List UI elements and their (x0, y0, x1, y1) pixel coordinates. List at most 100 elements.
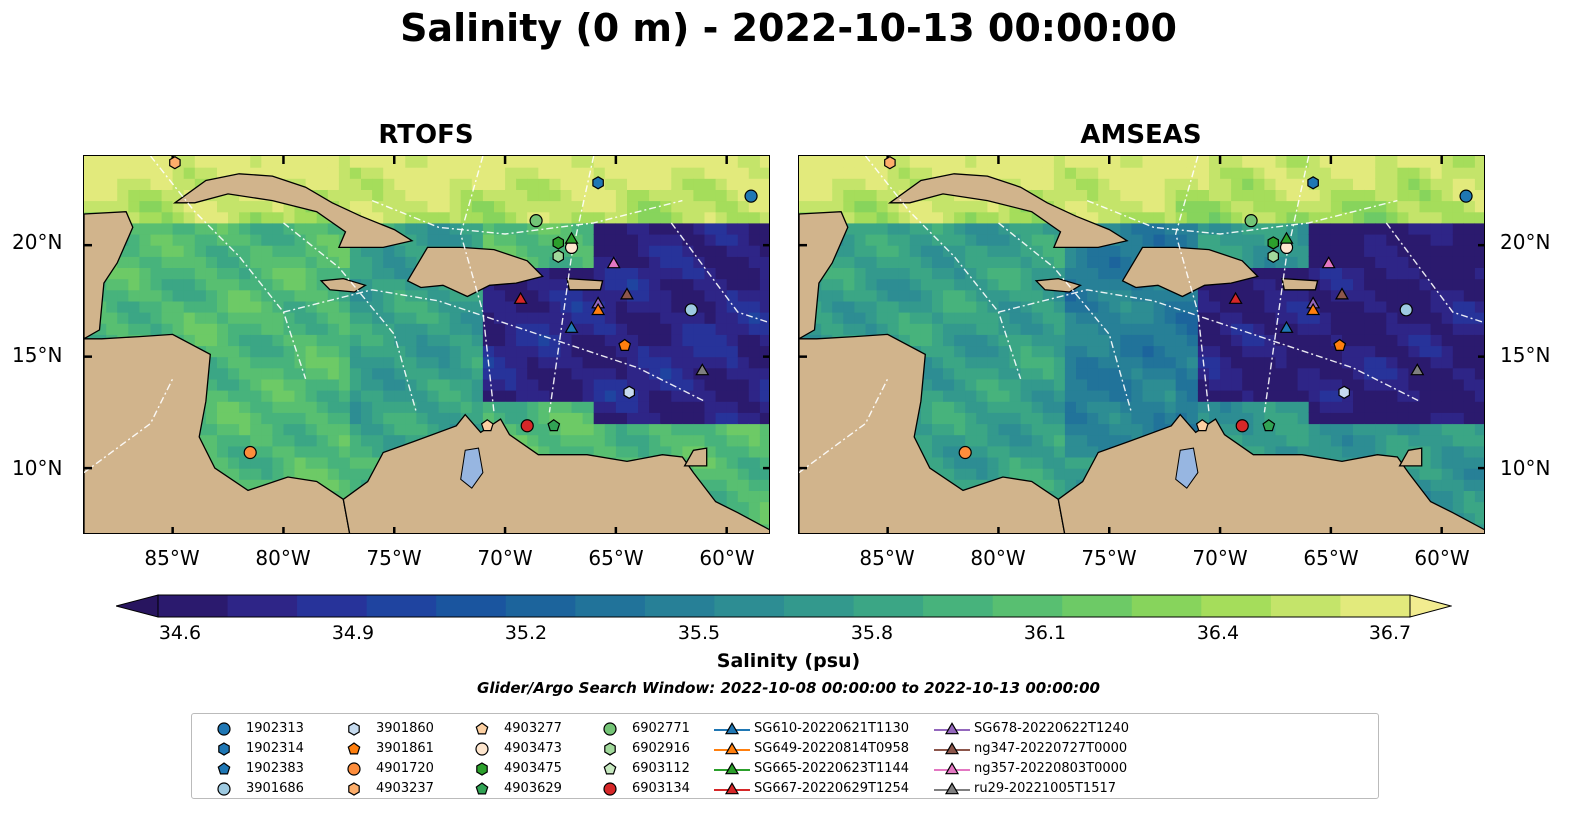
obs-marker-3901861 (1333, 338, 1347, 351)
land-cuba (172, 173, 414, 249)
obs-marker-ng357-20220803t0000 (1321, 256, 1336, 269)
colorbar-segment (992, 595, 1063, 617)
lat-label-20n-right: 20°N (1500, 230, 1551, 254)
eez-boundary (283, 289, 705, 402)
figure-title: Salinity (0 m) - 2022-10-13 00:00:00 (400, 6, 1177, 50)
obs-marker-ng347-20220727t0000 (1334, 287, 1349, 300)
obs-marker-1902314 (1307, 176, 1319, 190)
land-cuba (887, 173, 1129, 249)
legend-marker (218, 742, 230, 756)
amseas-map (798, 155, 1485, 534)
obs-marker-3901861 (618, 338, 632, 351)
legend-marker (944, 782, 960, 795)
legend-label: 4903277 (504, 721, 562, 736)
colorbar-tick-358: 35.8 (850, 622, 894, 644)
legend-label: 4903629 (504, 781, 562, 796)
legend-marker (724, 722, 740, 735)
obs-marker-sg665-20220623t1144 (1279, 231, 1294, 244)
legend-label: 4903473 (504, 741, 562, 756)
colorbar-segment (1062, 595, 1133, 617)
obs-marker-4901720 (243, 445, 257, 460)
colorbar-tick-367: 36.7 (1368, 622, 1412, 644)
land-yucatan (84, 211, 134, 340)
eez-boundary (1086, 199, 1398, 235)
eez-boundary (1263, 156, 1310, 413)
legend-marker (944, 742, 960, 755)
legend-label: 3901686 (246, 781, 304, 796)
obs-marker-4903629 (547, 419, 561, 432)
obs-marker-4903475 (552, 236, 564, 250)
circle-icon (217, 782, 231, 796)
colorbar-outline (157, 594, 1411, 618)
colorbar-segment (644, 595, 716, 617)
obs-marker-4903277 (480, 419, 494, 432)
legend-label: SG667-20220629T1254 (754, 781, 910, 796)
colorbar-segment (1270, 595, 1342, 617)
colorbar-segment (1340, 595, 1411, 617)
eez-boundary (1174, 156, 1210, 413)
colorbar-segment (784, 595, 855, 617)
search-window-note: Glider/Argo Search Window: 2022-10-08 00… (477, 679, 1100, 697)
legend-label: 3901861 (376, 741, 434, 756)
legend-marker (724, 782, 740, 795)
obs-marker-3901686 (1399, 303, 1413, 317)
colorbar-segment (575, 595, 646, 617)
colorbar-segment (297, 595, 368, 617)
land-southam (1057, 413, 1484, 533)
eez-boundary (864, 156, 1022, 380)
hexagon-icon (348, 722, 360, 736)
obs-marker-3901686 (684, 303, 698, 317)
legend-label: SG665-20220623T1144 (754, 761, 910, 776)
colorbar-segment (853, 595, 924, 617)
legend-label: 3901860 (376, 721, 434, 736)
legend-label: 4903237 (376, 781, 434, 796)
legend-label: 4903475 (504, 761, 562, 776)
legend-label: 1902383 (246, 761, 304, 776)
obs-marker-sg610-20220621t1130 (1279, 320, 1294, 333)
land-jamaica (319, 277, 367, 293)
lake-maracaibo (460, 447, 484, 489)
lon-label-75w-left: 75°W (366, 546, 422, 570)
obs-marker-ru29-20221005t1517 (695, 363, 710, 376)
lat-label-15n-left: 15°N (12, 343, 63, 367)
circle-icon (603, 722, 617, 736)
lon-label-65w-left: 65°W (588, 546, 644, 570)
legend-label: 6902771 (632, 721, 690, 736)
legend-label: ng347-20220727T0000 (974, 741, 1128, 756)
lon-label-75w-right: 75°W (1081, 546, 1137, 570)
lat-label-20n-left: 20°N (12, 230, 63, 254)
triangle-icon (934, 782, 970, 795)
colorbar-segment (158, 595, 229, 617)
lon-label-60w-right: 60°W (1414, 546, 1470, 570)
lat-label-10n-right: 10°N (1500, 456, 1551, 480)
hexagon-icon (348, 782, 360, 796)
land-puerto-rico (1281, 277, 1319, 291)
panel-title-amseas: AMSEAS (1080, 120, 1202, 150)
legend-marker (724, 762, 740, 775)
colorbar-tick-349: 34.9 (331, 622, 375, 644)
triangle-icon (714, 742, 750, 755)
obs-marker-ru29-20221005t1517 (1410, 363, 1425, 376)
lon-label-85w-left: 85°W (144, 546, 200, 570)
colorbar-segment (1131, 595, 1202, 617)
legend-label: SG610-20220621T1130 (754, 721, 910, 736)
obs-marker-4901720 (958, 445, 972, 460)
rtofs-map-canvas (84, 156, 769, 533)
colorbar-segment (1201, 595, 1272, 617)
obs-marker-sg649-20220814t0958 (591, 302, 606, 316)
land-hispaniola (406, 246, 544, 298)
pentagon-icon (217, 762, 231, 775)
obs-marker-1902313 (1459, 189, 1473, 203)
lon-label-65w-right: 65°W (1303, 546, 1359, 570)
eez-boundary (548, 156, 595, 413)
legend-marker (348, 782, 360, 796)
legend-label: ru29-20221005T1517 (974, 781, 1117, 796)
pentagon-icon (603, 762, 617, 775)
hexagon-icon (604, 742, 616, 756)
colorbar-label: Salinity (psu) (716, 650, 861, 672)
lon-label-70w-right: 70°W (1192, 546, 1248, 570)
eez-boundary (998, 222, 1133, 413)
obs-marker-4903475 (1267, 236, 1279, 250)
circle-icon (217, 722, 231, 736)
obs-marker-6902916 (1267, 249, 1279, 263)
